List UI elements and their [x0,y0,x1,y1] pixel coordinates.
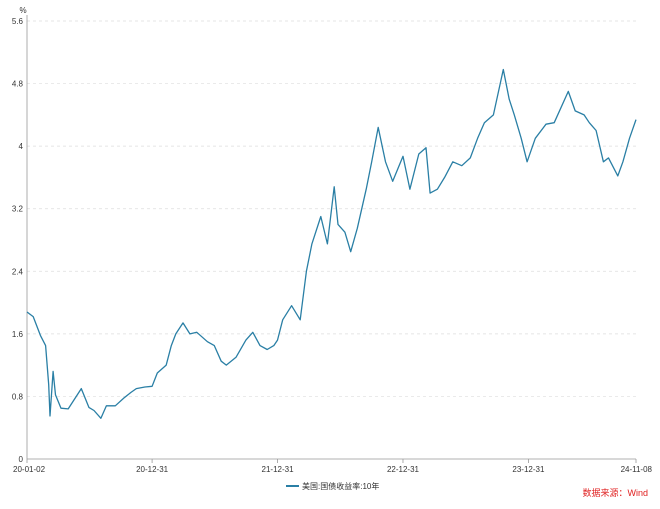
legend-label: 美国:国债收益率:10年 [302,481,379,491]
series-lines [26,68,637,419]
x-tick-label: 20-12-31 [136,465,169,474]
y-tick-label: 0 [19,455,24,464]
series-line [26,68,637,419]
legend: 美国:国债收益率:10年 [286,481,379,491]
y-tick-label: 4 [19,142,24,151]
x-tick-label: 23-12-31 [512,465,545,474]
y-tick-label: 3.2 [12,205,24,214]
x-tick-label: 21-12-31 [262,465,295,474]
y-tick-label: 1.6 [12,330,24,339]
source-note: 数据来源：Wind [582,488,648,498]
x-tick-label: 24-11-08 [621,465,653,474]
y-tick-label: 4.8 [12,80,24,89]
x-tick-label: 22-12-31 [387,465,420,474]
y-tick-labels: 0 0.8 1.6 2.4 3.2 4 4.8 5.6 [12,17,24,464]
y-tick-label: 2.4 [12,267,24,276]
y-tick-label: 0.8 [12,392,24,401]
x-tick-label: 20-01-02 [13,465,46,474]
y-axis-unit: % [19,6,26,15]
axes [26,15,636,460]
y-tick-label: 5.6 [12,17,24,26]
x-tick-labels: 20-01-02 20-12-31 21-12-31 22-12-31 23-12-31… [13,459,653,474]
